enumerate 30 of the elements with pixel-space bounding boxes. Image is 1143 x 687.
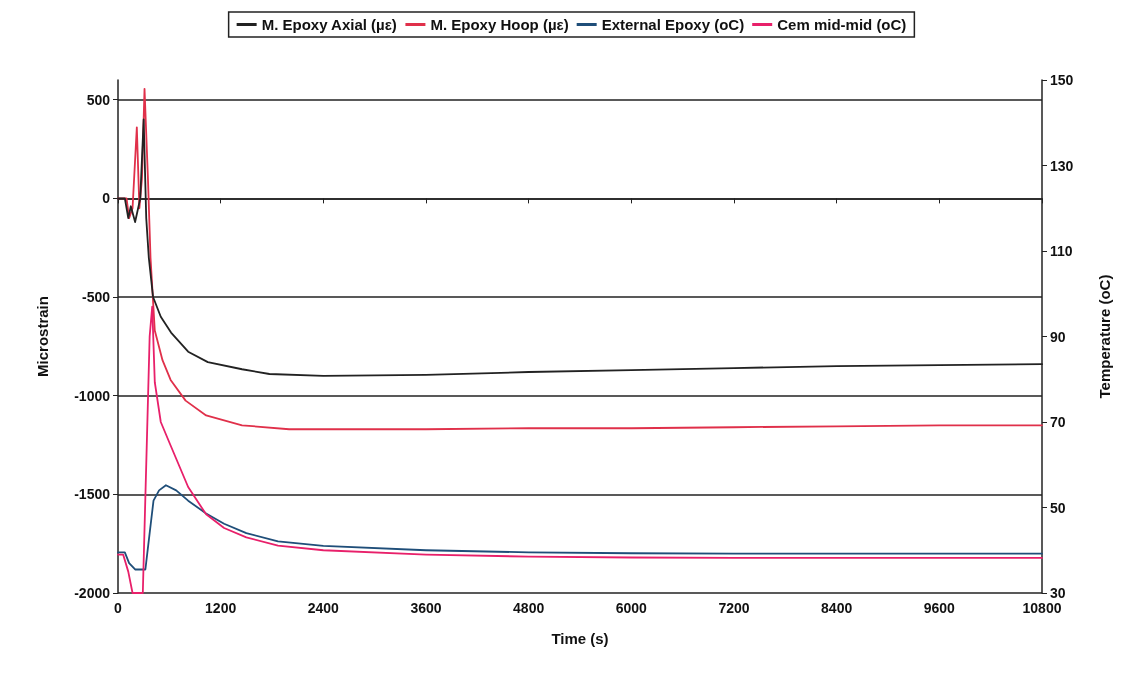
x-tick-label: 2400 xyxy=(307,600,340,616)
y2-tick-label: 50 xyxy=(1050,499,1066,516)
y2-tick-label: 70 xyxy=(1050,414,1066,430)
legend-label: M. Epoxy Hoop (µε) xyxy=(430,16,569,33)
y-tick-label: 0 xyxy=(102,190,111,207)
y-tick-label: -1000 xyxy=(74,387,111,404)
y-tick-label: -500 xyxy=(81,289,111,306)
x-tick-label: 1200 xyxy=(205,600,237,616)
legend-label: M. Epoxy Axial (µε) xyxy=(261,16,397,33)
y-tick-label: -1500 xyxy=(74,486,111,503)
x-axis-title: Time (s) xyxy=(551,630,609,647)
y-axis-title: Microstrain xyxy=(34,296,51,377)
y2-tick-label: 130 xyxy=(1050,157,1074,174)
y2-tick-label: 150 xyxy=(1050,72,1074,88)
x-tick-label: 0 xyxy=(114,600,123,616)
x-tick-label: 7200 xyxy=(718,600,750,616)
legend-label: Cem mid-mid (oC) xyxy=(777,16,907,33)
x-tick-label: 6000 xyxy=(615,600,648,616)
y-tick-label: 500 xyxy=(86,91,111,108)
y2-tick-label: 90 xyxy=(1050,328,1066,345)
y-tick-label: -2000 xyxy=(74,585,111,601)
x-tick-label: 4800 xyxy=(513,600,545,616)
y2-axis-title: Temperature (oC) xyxy=(1096,274,1113,399)
legend-label: External Epoxy (oC) xyxy=(601,16,745,33)
y2-tick-label: 30 xyxy=(1050,585,1066,601)
x-tick-label: 10800 xyxy=(1022,600,1062,616)
x-tick-label: 8400 xyxy=(821,600,853,616)
y2-tick-label: 110 xyxy=(1050,243,1073,259)
x-tick-label: 9600 xyxy=(923,600,956,616)
x-tick-label: 3600 xyxy=(410,600,442,616)
